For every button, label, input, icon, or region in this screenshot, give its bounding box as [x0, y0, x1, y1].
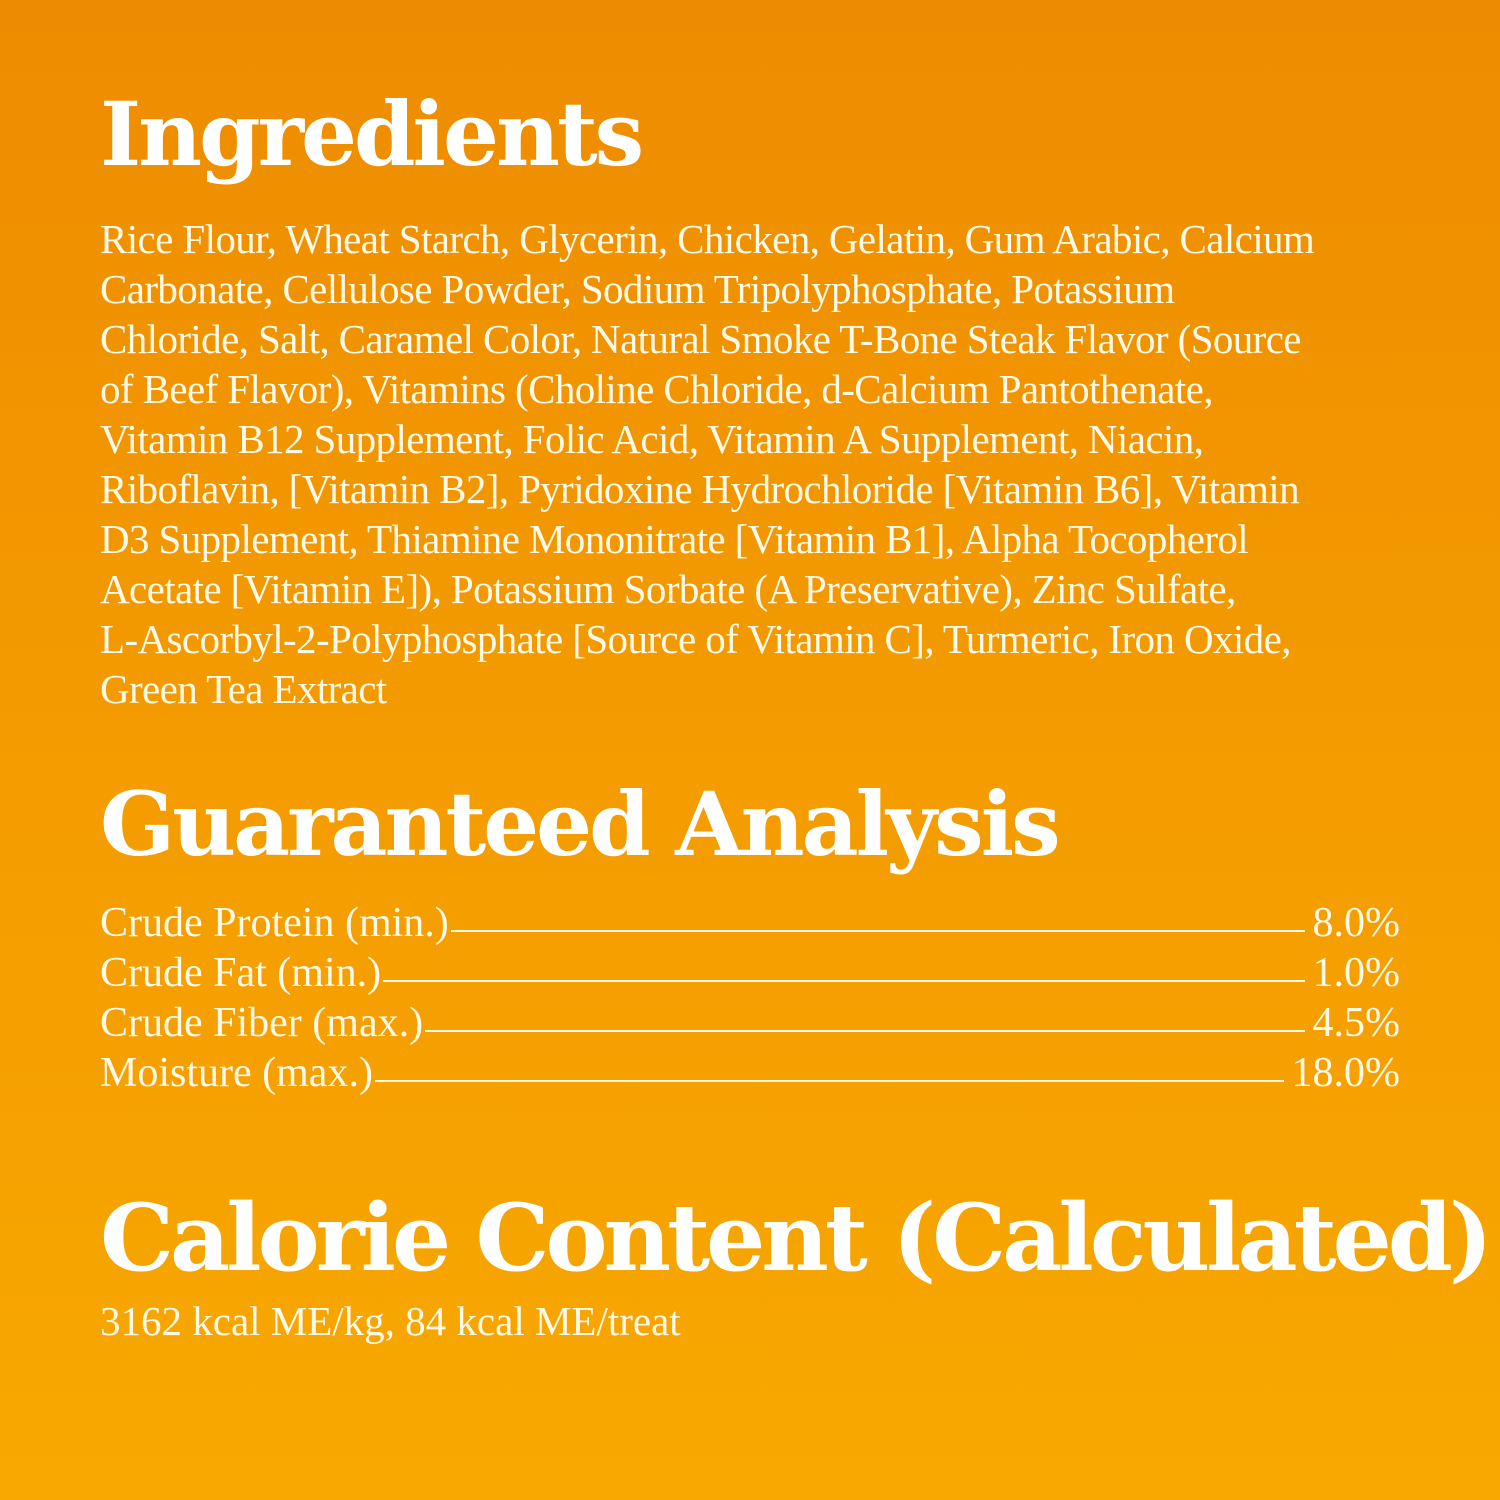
ingredients-line: of Beef Flavor), Vitamins (Choline Chlor… [100, 366, 1213, 412]
ingredients-line: Green Tea Extract [100, 666, 387, 712]
leader-line [450, 930, 1305, 932]
ingredients-line: L-Ascorbyl-2-Polyphosphate [Source of Vi… [100, 616, 1291, 662]
analysis-table: Crude Protein (min.) 8.0% Crude Fat (min… [100, 898, 1400, 1098]
analysis-row: Moisture (max.) 18.0% [100, 1048, 1400, 1098]
ingredients-heading: Ingredients [100, 82, 644, 186]
analysis-heading: Guaranteed Analysis [100, 772, 1061, 876]
ingredients-list: Rice Flour, Wheat Starch, Glycerin, Chic… [100, 214, 1315, 714]
ingredients-line: D3 Supplement, Thiamine Mononitrate [Vit… [100, 516, 1249, 562]
ingredients-line: Vitamin B12 Supplement, Folic Acid, Vita… [100, 416, 1204, 462]
analysis-value: 1.0% [1312, 950, 1401, 996]
analysis-row: Crude Fiber (max.) 4.5% [100, 998, 1400, 1048]
analysis-value: 8.0% [1312, 900, 1401, 946]
analysis-value: 18.0% [1291, 1050, 1401, 1096]
ingredients-line: Riboflavin, [Vitamin B2], Pyridoxine Hyd… [100, 466, 1300, 512]
calorie-heading: Calorie Content (Calculated) [100, 1183, 1493, 1292]
leader-line [383, 980, 1305, 982]
analysis-label: Crude Protein (min.) [100, 900, 449, 946]
ingredients-line: Acetate [Vitamin E]), Potassium Sorbate … [100, 566, 1236, 612]
analysis-label: Crude Fiber (max.) [100, 1000, 424, 1046]
calorie-text: 3162 kcal ME/kg, 84 kcal ME/treat [100, 1298, 681, 1344]
ingredients-line: Rice Flour, Wheat Starch, Glycerin, Chic… [100, 216, 1315, 262]
analysis-label: Moisture (max.) [100, 1050, 373, 1096]
analysis-label: Crude Fat (min.) [100, 950, 382, 996]
analysis-value: 4.5% [1312, 1000, 1401, 1046]
analysis-row: Crude Fat (min.) 1.0% [100, 948, 1400, 998]
ingredients-line: Chloride, Salt, Caramel Color, Natural S… [100, 316, 1302, 362]
analysis-row: Crude Protein (min.) 8.0% [100, 898, 1400, 948]
leader-line [425, 1030, 1305, 1032]
ingredients-line: Carbonate, Cellulose Powder, Sodium Trip… [100, 266, 1175, 312]
leader-line [374, 1080, 1284, 1082]
